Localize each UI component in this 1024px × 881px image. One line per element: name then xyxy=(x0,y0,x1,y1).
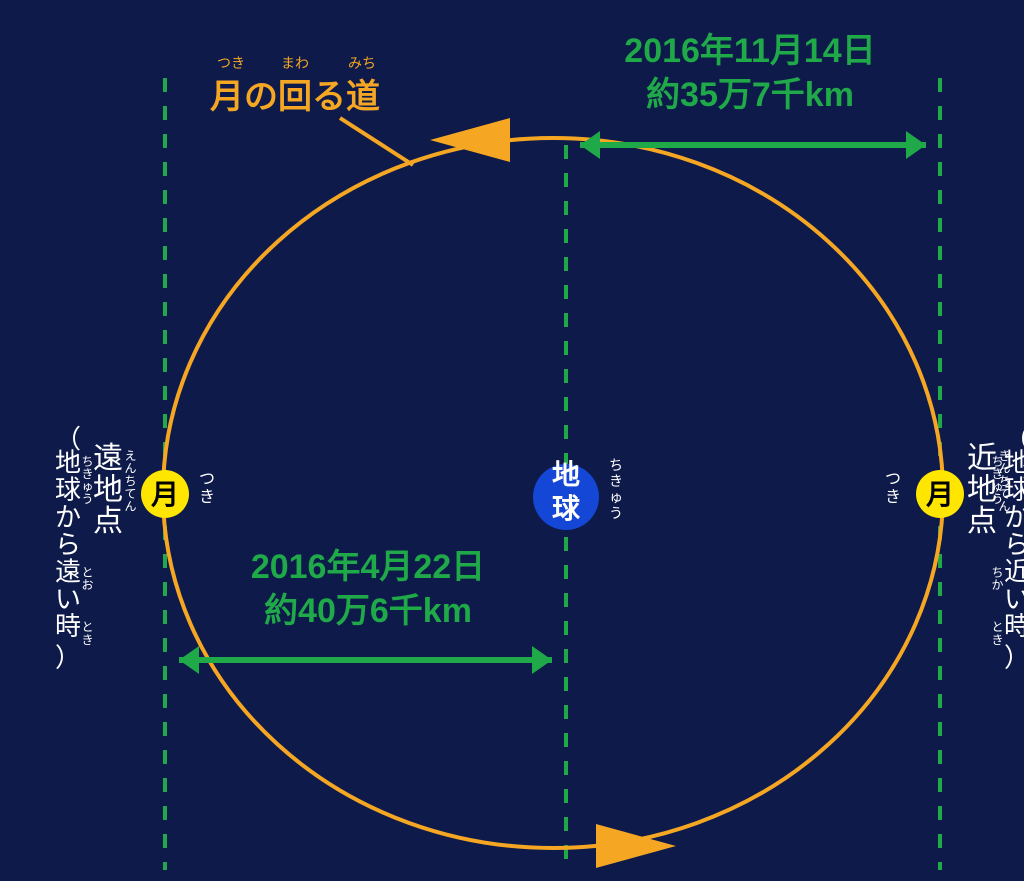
apogee-sub: ら xyxy=(55,529,81,559)
perigee-distance-arrow-head-left xyxy=(580,131,600,159)
apogee-distance-line1: 2016年4月22日 xyxy=(251,548,485,586)
perigee-sub: い xyxy=(1004,584,1024,614)
perigee-sub: 近 xyxy=(1004,557,1024,587)
apogee-sub: 球 xyxy=(55,475,81,505)
moon-right-label: 月 xyxy=(925,479,954,510)
apogee-sub-close: ） xyxy=(55,643,81,673)
earth-label-char: 地 xyxy=(552,459,580,490)
orbit-label: 月の回る道 xyxy=(210,78,380,116)
apogee-main: 点 xyxy=(93,505,123,538)
perigee-distance-line2: 約35万7千km xyxy=(646,76,854,114)
orbit-label-ruby: みち xyxy=(348,55,376,71)
moon-left-label: 月 xyxy=(150,479,179,510)
apogee-sub-ruby3: き xyxy=(81,633,93,647)
apogee-distance-line2: 約40万6千km xyxy=(264,592,472,630)
apogee-sub: 時 xyxy=(55,611,81,641)
perigee-sub: 球 xyxy=(1004,475,1024,505)
apogee-distance-arrow-head-left xyxy=(179,646,199,674)
orbit-label-ruby: つき xyxy=(217,55,245,71)
perigee-main: 点 xyxy=(967,505,997,538)
orbit-arrow-bottom xyxy=(596,824,676,868)
perigee-sub-close: ） xyxy=(1004,643,1024,673)
moon-right-ruby: き xyxy=(885,488,901,506)
perigee-sub-ruby3: き xyxy=(991,633,1003,647)
apogee-main: 遠 xyxy=(93,442,123,475)
perigee-sub: 地 xyxy=(1004,447,1024,477)
apogee-sub: 地 xyxy=(55,447,81,477)
apogee-sub-ruby2: お xyxy=(81,578,93,592)
moon-left-ruby: き xyxy=(199,488,215,506)
perigee-sub-ruby2: か xyxy=(991,578,1003,592)
perigee-sub-ruby1: う xyxy=(991,492,1003,506)
perigee-distance-arrow-head-right xyxy=(906,131,926,159)
apogee-sub: い xyxy=(55,584,81,614)
orbit-label-ruby: まわ xyxy=(281,55,309,71)
apogee-sub-ruby1: う xyxy=(81,492,93,506)
moon-left-ruby: つ xyxy=(199,471,215,488)
moon-right-ruby: つ xyxy=(885,471,901,488)
earth-ruby: ち xyxy=(609,457,623,473)
earth-label-char: 球 xyxy=(552,493,581,524)
orbit-label-pointer xyxy=(340,118,413,165)
apogee-main-ruby: ん xyxy=(124,499,136,513)
orbit-arrow-top xyxy=(430,118,510,162)
perigee-sub: か xyxy=(1004,502,1024,532)
earth-ruby: き xyxy=(609,473,623,489)
perigee-sub: ら xyxy=(1004,529,1024,559)
perigee-sub: 時 xyxy=(1004,611,1024,641)
earth-ruby: ゅ xyxy=(609,489,623,505)
apogee-main: 地 xyxy=(93,474,123,507)
earth-ruby: う xyxy=(609,505,623,521)
apogee-sub: 遠 xyxy=(55,557,81,587)
perigee-distance-line1: 2016年11月14日 xyxy=(624,32,875,70)
apogee-sub: か xyxy=(55,502,81,532)
apogee-distance-arrow-head-right xyxy=(532,646,552,674)
